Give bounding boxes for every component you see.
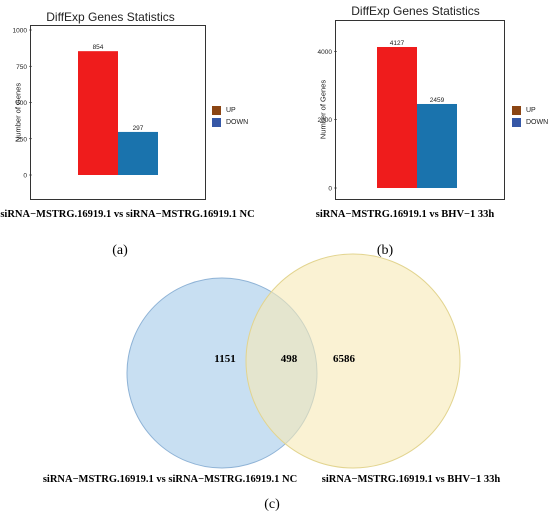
legend-swatch-up (512, 105, 521, 115)
down-bar (417, 103, 457, 188)
chart-b-subtitle: siRNA−MSTRG.16919.1 vs BHV−1 33h (315, 209, 495, 220)
chart-a-subtitle: siRNA−MSTRG.16919.1 vs siRNA−MSTRG.16919… (0, 209, 255, 220)
legend-swatch-down (512, 117, 521, 127)
y-tick-label: 2000 (318, 117, 333, 124)
legend-swatch-up (212, 105, 221, 115)
y-tick-label: 0 (23, 173, 27, 180)
up-bar-value-label: 854 (93, 44, 104, 51)
y-tick-label: 4000 (318, 49, 333, 56)
venn-right-only-count: 6586 (333, 353, 356, 365)
chart-b-svg: 0 2000 4000 4127 2459 (318, 40, 457, 193)
legend-label-up: UP (226, 106, 236, 114)
up-bar (78, 51, 118, 175)
y-tick-label: 0 (328, 186, 332, 193)
legend-swatch-down (212, 117, 221, 127)
up-bar-value-label: 4127 (390, 40, 405, 47)
down-bar-value-label: 2459 (430, 97, 445, 104)
legend-label-up: UP (526, 106, 536, 114)
y-tick-label: 250 (16, 136, 27, 143)
venn-right-caption: siRNA−MSTRG.16919.1 vs BHV−1 33h (321, 474, 501, 485)
venn-circle-right (245, 253, 461, 469)
chart-a-svg: 0 250 500 750 1000 854 297 (13, 28, 158, 180)
venn-left-caption: siRNA−MSTRG.16919.1 vs siRNA−MSTRG.16919… (42, 474, 298, 485)
venn-left-only-count: 1151 (214, 353, 235, 365)
legend-label-down: DOWN (526, 118, 549, 126)
legend-item-down: DOWN (212, 116, 248, 128)
venn-diagram: 1151 498 6586 (126, 253, 461, 469)
y-tick-label: 750 (16, 64, 27, 71)
panel-label-b: (b) (376, 243, 394, 258)
y-tick-label: 1000 (13, 28, 28, 35)
y-tick-label: 500 (16, 100, 27, 107)
panel-label-c: (c) (264, 497, 280, 512)
venn-intersection-count: 498 (281, 353, 298, 365)
chart-b-legend: UP DOWN (512, 104, 548, 128)
panel-label-a: (a) (112, 243, 128, 258)
legend-item-down: DOWN (512, 116, 548, 128)
legend-item-up: UP (212, 104, 248, 116)
legend-item-up: UP (512, 104, 548, 116)
legend-label-down: DOWN (226, 118, 249, 126)
chart-a-title: DiffExp Genes Statistics (46, 10, 175, 24)
down-bar (118, 131, 158, 175)
chart-a-legend: UP DOWN (212, 104, 248, 128)
chart-b-title: DiffExp Genes Statistics (351, 4, 480, 18)
down-bar-value-label: 297 (133, 125, 144, 132)
up-bar (377, 46, 417, 188)
